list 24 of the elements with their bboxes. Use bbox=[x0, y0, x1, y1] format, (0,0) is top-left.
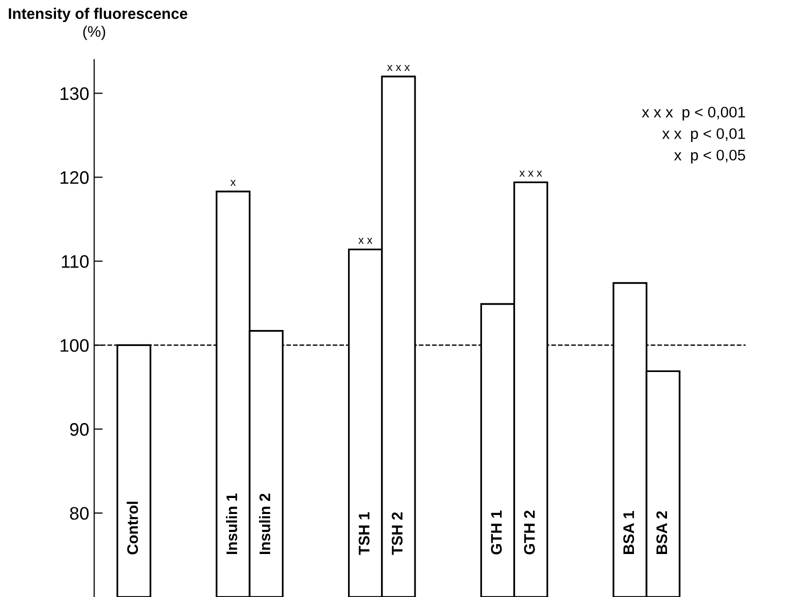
y-axis-title: (%) bbox=[83, 26, 106, 40]
annotation: x x x bbox=[519, 170, 542, 177]
x-tick-label: GTH 1 bbox=[490, 510, 502, 554]
x-tick-label: TSH 1 bbox=[358, 512, 370, 555]
annotation: x x x bbox=[387, 64, 410, 71]
annotation: x x bbox=[358, 238, 372, 244]
y-tick-label: 120 bbox=[60, 171, 89, 184]
y-tick-label: 80 bbox=[70, 506, 89, 520]
x-tick-label: BSA 2 bbox=[656, 511, 668, 554]
y-tick-label: 130 bbox=[60, 87, 89, 100]
y-tick-label: 100 bbox=[60, 339, 89, 352]
chart-title: Intensity of fluorescence bbox=[8, 8, 188, 22]
x-tick-label: GTH 2 bbox=[524, 510, 535, 554]
x-tick-label: BSA 1 bbox=[623, 511, 634, 554]
y-tick-label: 110 bbox=[62, 255, 89, 268]
x-tick-label: Insulin 1 bbox=[226, 493, 238, 554]
annotation: x x x p < 0,001 bbox=[642, 106, 746, 121]
annotation: x x p < 0,01 bbox=[662, 128, 746, 142]
x-tick-label: Insulin 2 bbox=[259, 494, 270, 554]
x-tick-label: TSH 2 bbox=[392, 512, 403, 555]
x-tick-label: Control bbox=[126, 502, 138, 554]
annotation: x bbox=[230, 180, 236, 186]
annotation: x p < 0,05 bbox=[674, 150, 746, 164]
y-tick-label: 90 bbox=[70, 423, 89, 436]
